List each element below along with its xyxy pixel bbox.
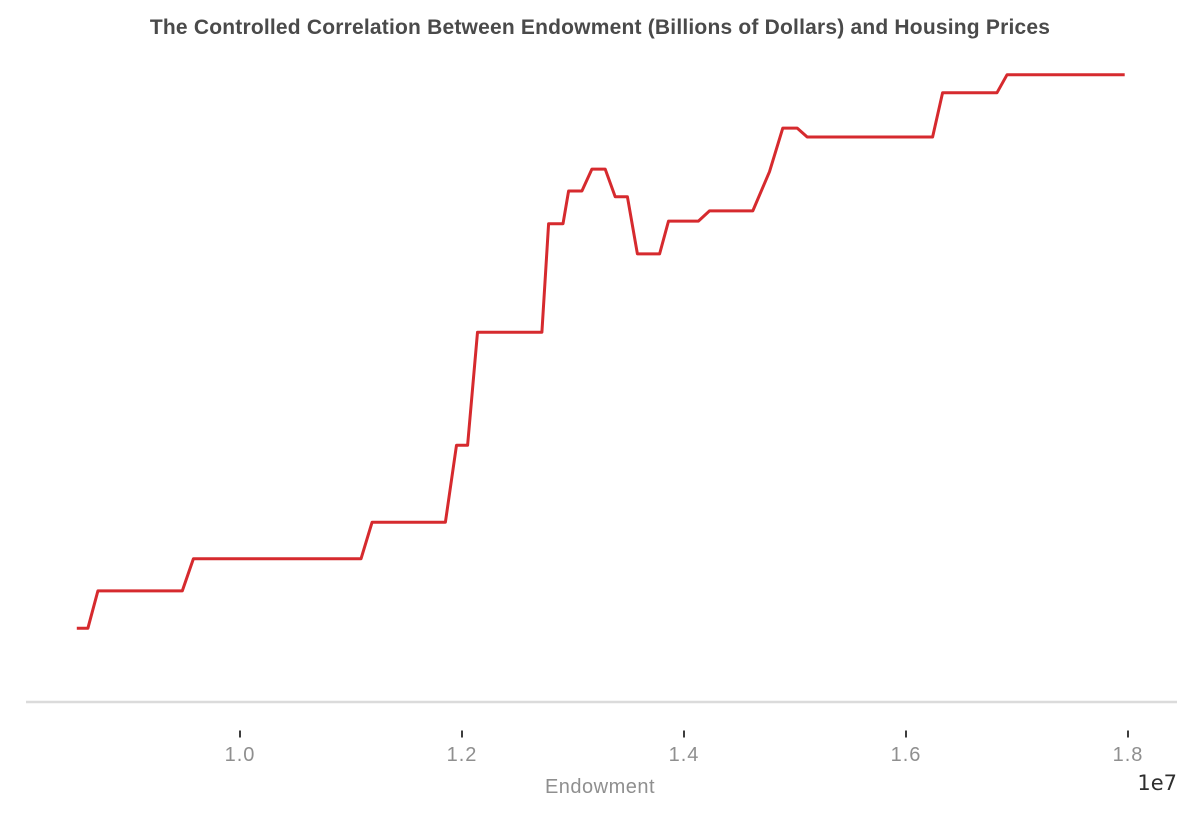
x-axis-ticks: 1.0 1.2 1.4 1.6 1.8	[225, 730, 1144, 766]
x-tick-label: 1.4	[669, 744, 700, 766]
x-axis-offset-label: 1e7	[1137, 771, 1177, 795]
x-axis-label: Endowment	[545, 776, 655, 798]
series-line-housing-prices	[76, 73, 1125, 630]
x-tick-label: 1.0	[225, 744, 256, 766]
x-tick-label: 1.6	[891, 744, 922, 766]
x-tick-label: 1.8	[1113, 744, 1144, 766]
chart-title: The Controlled Correlation Between Endow…	[149, 16, 1051, 39]
x-tick-label: 1.2	[447, 744, 478, 766]
